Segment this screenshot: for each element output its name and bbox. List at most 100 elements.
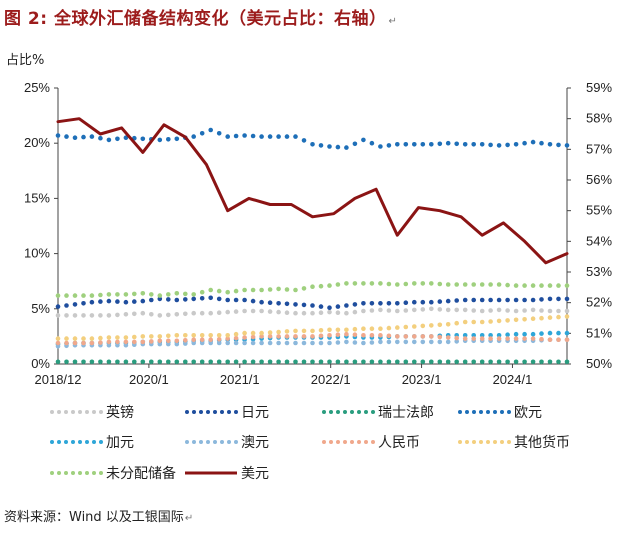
series-point bbox=[344, 303, 349, 308]
series-point bbox=[216, 359, 222, 365]
series-point bbox=[352, 141, 358, 147]
right-axis-tick-label: 51% bbox=[586, 325, 612, 340]
series-point bbox=[64, 293, 69, 298]
series-point bbox=[267, 309, 273, 314]
series-point bbox=[89, 313, 95, 318]
left-axis-tick-label: 10% bbox=[24, 246, 50, 261]
series-point bbox=[539, 297, 544, 302]
series-point bbox=[115, 299, 120, 304]
legend-label: 瑞士法郎 bbox=[378, 405, 434, 421]
series-point bbox=[412, 359, 417, 365]
series-point bbox=[412, 281, 417, 286]
series-point bbox=[386, 143, 392, 148]
series-point bbox=[530, 316, 536, 322]
series-point bbox=[242, 335, 247, 340]
right-axis-tick-label: 50% bbox=[586, 356, 612, 371]
series-point bbox=[225, 297, 230, 303]
series-point bbox=[505, 318, 510, 323]
legend-swatch-dot bbox=[507, 410, 511, 414]
series-point bbox=[403, 281, 409, 287]
series-point bbox=[157, 137, 163, 143]
series-point bbox=[437, 281, 443, 287]
series-point bbox=[513, 317, 519, 323]
series-point bbox=[378, 281, 383, 286]
series-point bbox=[250, 359, 256, 365]
series-point bbox=[344, 331, 349, 337]
series-point bbox=[344, 327, 349, 333]
legend-swatch-dot bbox=[458, 440, 462, 444]
series-point bbox=[276, 134, 281, 139]
series-point bbox=[335, 359, 341, 365]
series-point bbox=[403, 300, 409, 306]
series-point bbox=[547, 330, 553, 336]
series-point bbox=[166, 137, 171, 142]
series-point bbox=[115, 136, 120, 142]
series-point bbox=[267, 134, 273, 139]
legend-label: 澳元 bbox=[241, 435, 269, 451]
series-point bbox=[115, 342, 120, 348]
series-point bbox=[301, 340, 307, 346]
series-point bbox=[242, 297, 247, 303]
series-point bbox=[199, 310, 205, 316]
legend-swatch-dot bbox=[507, 440, 511, 444]
series-point bbox=[106, 292, 112, 297]
legend-swatch-dot bbox=[336, 410, 340, 414]
series-point bbox=[386, 325, 392, 331]
series-point bbox=[496, 318, 502, 324]
series-point bbox=[166, 359, 171, 365]
legend-swatch-dot bbox=[199, 440, 203, 444]
series-point bbox=[89, 134, 95, 139]
series-point bbox=[335, 340, 341, 345]
series-point bbox=[496, 359, 502, 365]
series-point bbox=[140, 334, 146, 339]
series-point bbox=[556, 314, 561, 320]
left-axis-unit: 占比% bbox=[6, 53, 45, 68]
series-point bbox=[403, 359, 409, 365]
series-point bbox=[412, 307, 417, 313]
legend-swatch-dot bbox=[92, 410, 96, 414]
legend-swatch bbox=[185, 410, 238, 414]
series-point bbox=[445, 298, 451, 304]
series-point bbox=[259, 330, 264, 336]
series-point bbox=[293, 134, 298, 139]
legend-swatch-dot bbox=[64, 471, 68, 475]
series-point bbox=[310, 303, 315, 308]
series-point bbox=[123, 135, 129, 140]
legend-label: 其他货币 bbox=[514, 435, 570, 451]
series-point bbox=[479, 359, 485, 365]
left-axis-tick-label: 25% bbox=[24, 80, 50, 95]
series-point bbox=[174, 338, 180, 344]
series-e4babae6b091e5b881 bbox=[55, 331, 570, 346]
series-point bbox=[522, 317, 527, 322]
series-point bbox=[191, 337, 196, 343]
series-point bbox=[301, 334, 307, 339]
series-point bbox=[199, 359, 205, 365]
series-point bbox=[556, 283, 561, 288]
legend-swatch-dot bbox=[57, 410, 61, 414]
series-point bbox=[55, 336, 61, 341]
series-point bbox=[64, 340, 69, 346]
series-point bbox=[530, 336, 536, 341]
legend-swatch-dot bbox=[99, 471, 103, 475]
series-point bbox=[149, 292, 154, 297]
series-point bbox=[462, 282, 468, 287]
series-point bbox=[420, 299, 426, 305]
legend-label: 欧元 bbox=[514, 405, 542, 421]
series-point bbox=[395, 325, 400, 330]
legend-swatch-dot bbox=[64, 410, 68, 414]
legend-swatch-dot bbox=[50, 471, 54, 475]
legend-swatch-dot bbox=[71, 410, 75, 414]
series-point bbox=[276, 340, 281, 346]
series-point bbox=[123, 312, 129, 317]
series-point bbox=[488, 308, 493, 313]
series-point bbox=[225, 134, 230, 139]
legend-swatch-dot bbox=[92, 440, 96, 444]
series-point bbox=[437, 334, 443, 340]
legend-swatch-dot bbox=[322, 410, 326, 414]
series-point bbox=[106, 342, 112, 348]
series-point bbox=[462, 333, 468, 338]
legend-swatch bbox=[185, 440, 238, 444]
series-point bbox=[437, 307, 443, 312]
series-point bbox=[437, 141, 443, 147]
series-point bbox=[479, 319, 485, 325]
